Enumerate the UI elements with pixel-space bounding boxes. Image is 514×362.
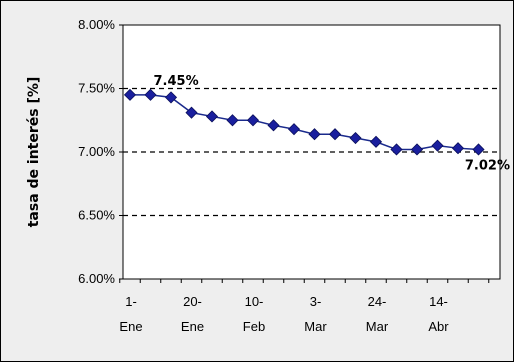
data-point-marker [472,143,485,156]
data-point-marker [349,131,362,145]
y-tick-label: 7.50% [78,81,115,96]
data-point-marker [369,135,383,148]
data-point-marker [205,110,219,123]
y-tick-label: 6.00% [78,271,115,286]
y-tick-label: 7.00% [78,144,115,159]
x-tick-label: Mar [304,319,327,334]
data-point-marker [164,91,178,104]
x-tick-label: 3- [310,294,322,309]
data-label: 7.02% [465,158,510,173]
plot-area [122,24,501,280]
data-point-marker [410,143,424,156]
data-point-marker [123,88,137,101]
data-label: 7.45% [154,74,199,89]
y-tick-label: 8.00% [78,17,115,32]
data-point-marker [226,114,239,127]
x-tick-label: 1- [125,294,137,309]
data-point-marker [451,142,465,155]
x-tick-label: 14- [429,294,448,309]
x-tick-label: 10- [245,294,264,309]
x-tick-label: Ene [181,319,204,334]
x-tick-label: Mar [366,319,389,334]
data-point-marker [287,123,301,136]
data-point-marker [308,128,321,141]
data-point-marker [390,143,403,156]
x-tick-label: Abr [428,319,449,334]
data-point-marker [185,106,198,119]
y-tick-label: 6.50% [78,208,115,223]
data-point-marker [267,119,280,132]
x-tick-label: Ene [119,319,142,334]
x-tick-label: 24- [368,294,387,309]
data-point-marker [246,114,260,127]
y-axis-label: tasa de interés [%] [26,77,42,228]
data-point-marker [144,88,157,101]
x-tick-label: 20- [183,294,202,309]
data-point-marker [431,139,444,152]
x-tick-label: Feb [243,319,265,334]
data-point-marker [328,128,342,141]
